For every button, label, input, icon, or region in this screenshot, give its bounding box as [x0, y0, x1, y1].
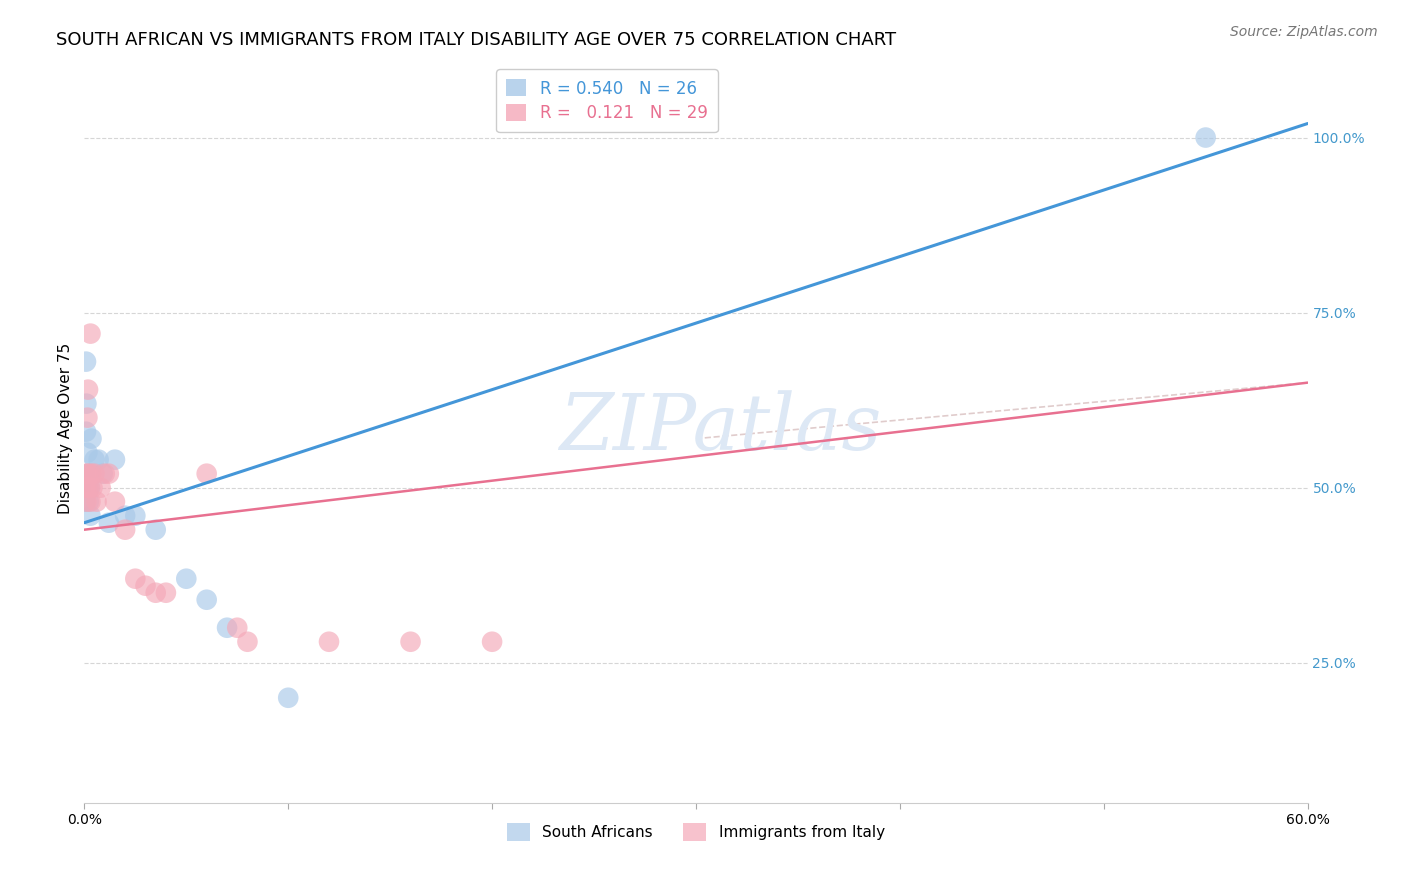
Point: [75, 425, 97, 439]
Point: [86, 494, 108, 508]
Point: [481, 634, 503, 648]
Point: [75, 494, 97, 508]
Point: [91, 467, 114, 481]
Point: [399, 634, 422, 648]
Point: [79, 508, 101, 523]
Point: [104, 452, 127, 467]
Legend: South Africans, Immigrants from Italy: South Africans, Immigrants from Italy: [501, 817, 891, 847]
Point: [135, 579, 157, 593]
Point: [277, 690, 299, 705]
Point: [82, 481, 104, 495]
Point: [145, 523, 167, 537]
Point: [104, 494, 127, 508]
Point: [236, 634, 259, 648]
Point: [76, 481, 98, 495]
Point: [79, 481, 101, 495]
Point: [77, 481, 100, 495]
Text: SOUTH AFRICAN VS IMMIGRANTS FROM ITALY DISABILITY AGE OVER 75 CORRELATION CHART: SOUTH AFRICAN VS IMMIGRANTS FROM ITALY D…: [56, 31, 897, 49]
Point: [217, 621, 239, 635]
Point: [77, 467, 100, 481]
Point: [90, 481, 112, 495]
Point: [75, 354, 97, 368]
Point: [80, 432, 103, 446]
Point: [87, 452, 110, 467]
Point: [114, 508, 136, 523]
Point: [76, 481, 98, 495]
Point: [83, 467, 105, 481]
Point: [97, 516, 120, 530]
Point: [76, 445, 98, 459]
Point: [80, 467, 103, 481]
Point: [97, 467, 120, 481]
Point: [93, 467, 115, 481]
Point: [77, 494, 100, 508]
Point: [1195, 130, 1218, 145]
Point: [195, 592, 218, 607]
Point: [155, 585, 177, 599]
Point: [174, 572, 197, 586]
Point: [83, 452, 105, 467]
Point: [79, 326, 101, 341]
Point: [75, 467, 97, 481]
Point: [124, 508, 146, 523]
Point: [79, 481, 101, 495]
Point: [79, 494, 101, 508]
Point: [77, 383, 100, 397]
Point: [76, 410, 98, 425]
Point: [318, 634, 340, 648]
Point: [114, 523, 136, 537]
Text: ZIPatlas: ZIPatlas: [560, 390, 882, 467]
Point: [124, 572, 146, 586]
Point: [75, 481, 97, 495]
Text: Source: ZipAtlas.com: Source: ZipAtlas.com: [1230, 25, 1378, 39]
Point: [195, 467, 218, 481]
Point: [77, 467, 100, 481]
Point: [226, 621, 249, 635]
Y-axis label: Disability Age Over 75: Disability Age Over 75: [58, 343, 73, 514]
Point: [75, 494, 97, 508]
Point: [145, 585, 167, 599]
Point: [79, 467, 101, 481]
Point: [75, 397, 97, 411]
